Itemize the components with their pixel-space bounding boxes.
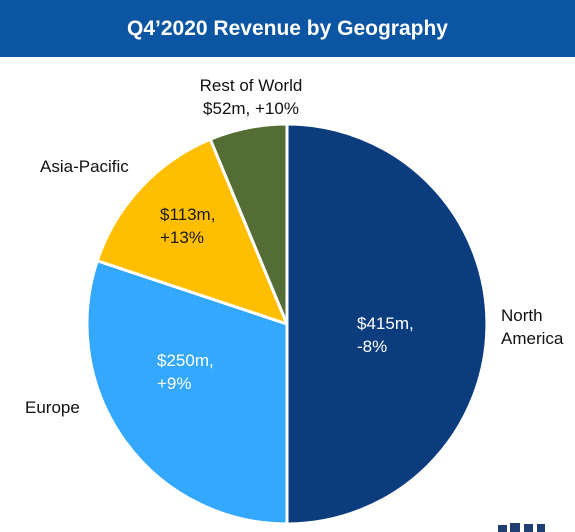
north-america-change: -8% bbox=[357, 337, 388, 356]
north-america-label: North America bbox=[501, 304, 563, 350]
north-america-value: $415m, bbox=[357, 314, 414, 333]
north-america-name-line-2: America bbox=[501, 329, 564, 348]
rest-of-world-label: Rest of World $52m, +10% bbox=[196, 74, 306, 120]
logo-fragment bbox=[484, 519, 575, 532]
asia-pacific-name: Asia-Pacific bbox=[40, 157, 129, 176]
asia-pacific-label: Asia-Pacific bbox=[40, 155, 129, 178]
rest-of-world-detail: $52m, +10% bbox=[203, 99, 299, 118]
slice-rest-of-world bbox=[208, 122, 289, 326]
slice-europe bbox=[85, 259, 289, 526]
europe-name: Europe bbox=[25, 398, 80, 417]
europe-value: $250m, bbox=[157, 351, 214, 370]
asia-pacific-data-label: $113m, +13% bbox=[160, 203, 215, 249]
north-america-data-label: $415m, -8% bbox=[357, 312, 414, 358]
north-america-name-line-1: North bbox=[501, 306, 543, 325]
europe-change: +9% bbox=[157, 374, 192, 393]
asia-pacific-change: +13% bbox=[160, 228, 204, 247]
europe-label: Europe bbox=[25, 396, 80, 419]
europe-data-label: $250m, +9% bbox=[157, 349, 214, 395]
chart-title-bar: Q4’2020 Revenue by Geography bbox=[0, 0, 575, 57]
rest-of-world-name: Rest of World bbox=[199, 76, 303, 95]
chart-title: Q4’2020 Revenue by Geography bbox=[127, 16, 448, 40]
slice-asia-pacific bbox=[95, 137, 289, 326]
slice-north-america bbox=[285, 122, 489, 526]
asia-pacific-value: $113m, bbox=[160, 205, 216, 224]
